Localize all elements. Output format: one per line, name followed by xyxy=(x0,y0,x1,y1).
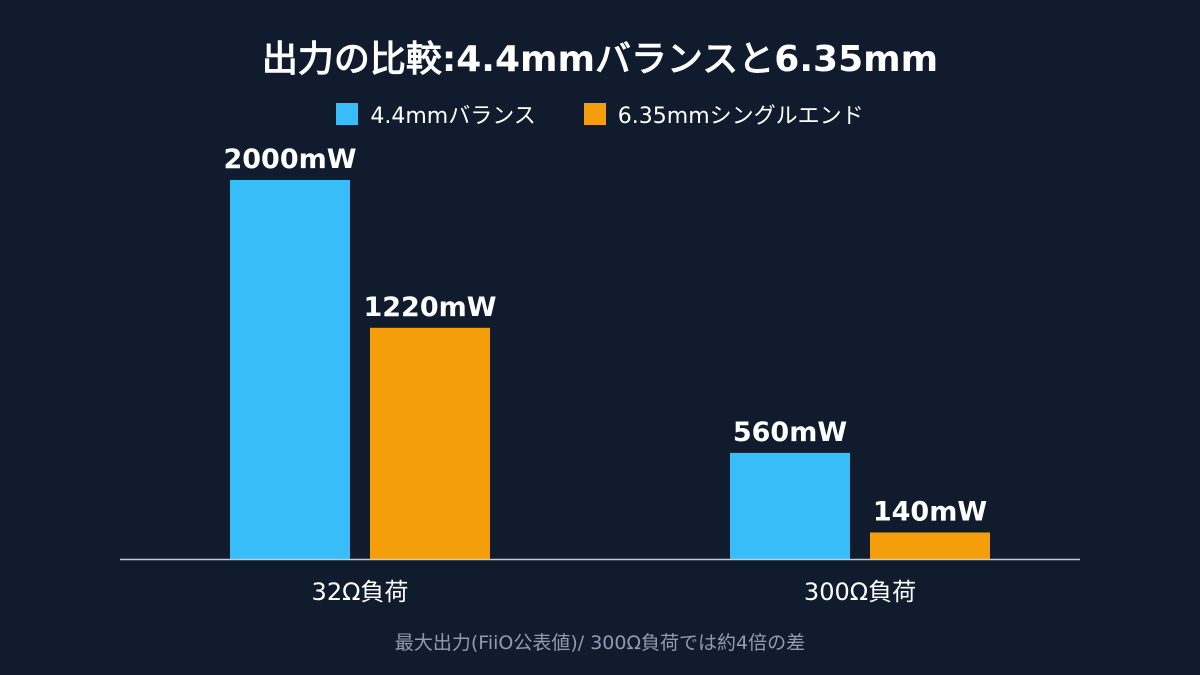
data-label-single-ended-1: 140mW xyxy=(873,496,987,527)
bar-single-ended-0 xyxy=(370,327,490,559)
data-label-single-ended-0: 1220mW xyxy=(363,292,496,323)
legend: 4.4mmバランス 6.35mmシングルエンド xyxy=(0,98,1200,130)
legend-swatch-single-ended xyxy=(583,103,606,125)
chart-title: 出力の比較:4.4mmバランスと6.35mm xyxy=(261,39,939,80)
data-label-balanced-1: 560mW xyxy=(733,417,847,448)
bar-single-ended-1 xyxy=(870,532,990,559)
legend-item-balanced: 4.4mmバランス xyxy=(336,98,536,130)
chart-note: 最大出力(FiiO公表値)/ 300Ω負荷では約4倍の差 xyxy=(394,632,806,654)
bar-balanced-0 xyxy=(230,180,350,559)
bar-balanced-1 xyxy=(730,452,850,559)
legend-label-balanced: 4.4mmバランス xyxy=(370,104,536,129)
legend-label-single-ended: 6.35mmシングルエンド xyxy=(617,104,864,129)
category-label-0: 32Ω負荷 xyxy=(312,578,409,606)
legend-item-single-ended: 6.35mmシングルエンド xyxy=(583,98,864,130)
legend-swatch-balanced xyxy=(336,103,359,125)
data-label-balanced-0: 2000mW xyxy=(223,144,356,175)
category-label-1: 300Ω負荷 xyxy=(804,578,916,606)
